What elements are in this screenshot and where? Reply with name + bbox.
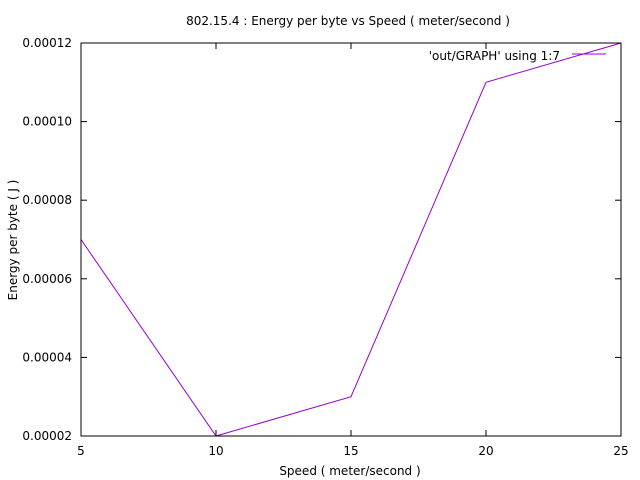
y-tick-label: 0.00006 bbox=[22, 272, 72, 286]
legend: 'out/GRAPH' using 1:7 bbox=[429, 49, 606, 63]
legend-label: 'out/GRAPH' using 1:7 bbox=[429, 49, 560, 63]
y-tick-label: 0.00010 bbox=[22, 115, 72, 129]
plot-area-border bbox=[80, 42, 622, 437]
x-tick-label: 20 bbox=[478, 444, 493, 458]
y-tick-label: 0.00008 bbox=[22, 193, 72, 207]
y-axis-ticks: 0.00002 0.00004 0.00006 0.00008 0.00010 0.000… bbox=[22, 36, 621, 443]
series-line bbox=[80, 42, 622, 437]
x-tick-label: 15 bbox=[343, 444, 358, 458]
y-tick-label: 0.00004 bbox=[22, 350, 72, 364]
x-axis-label: Speed ( meter/second ) bbox=[279, 464, 420, 478]
chart-title: 802.15.4 : Energy per byte vs Speed ( me… bbox=[186, 14, 510, 28]
y-tick-label: 0.00002 bbox=[22, 429, 72, 443]
x-tick-label: 25 bbox=[613, 444, 628, 458]
x-axis-ticks: 5 10 15 20 25 bbox=[77, 43, 629, 458]
y-axis-label: Energy per byte ( J ) bbox=[6, 180, 20, 301]
x-tick-label: 5 bbox=[77, 444, 85, 458]
x-tick-label: 10 bbox=[208, 444, 223, 458]
y-tick-label: 0.00012 bbox=[22, 36, 72, 50]
series-layer bbox=[80, 42, 622, 437]
